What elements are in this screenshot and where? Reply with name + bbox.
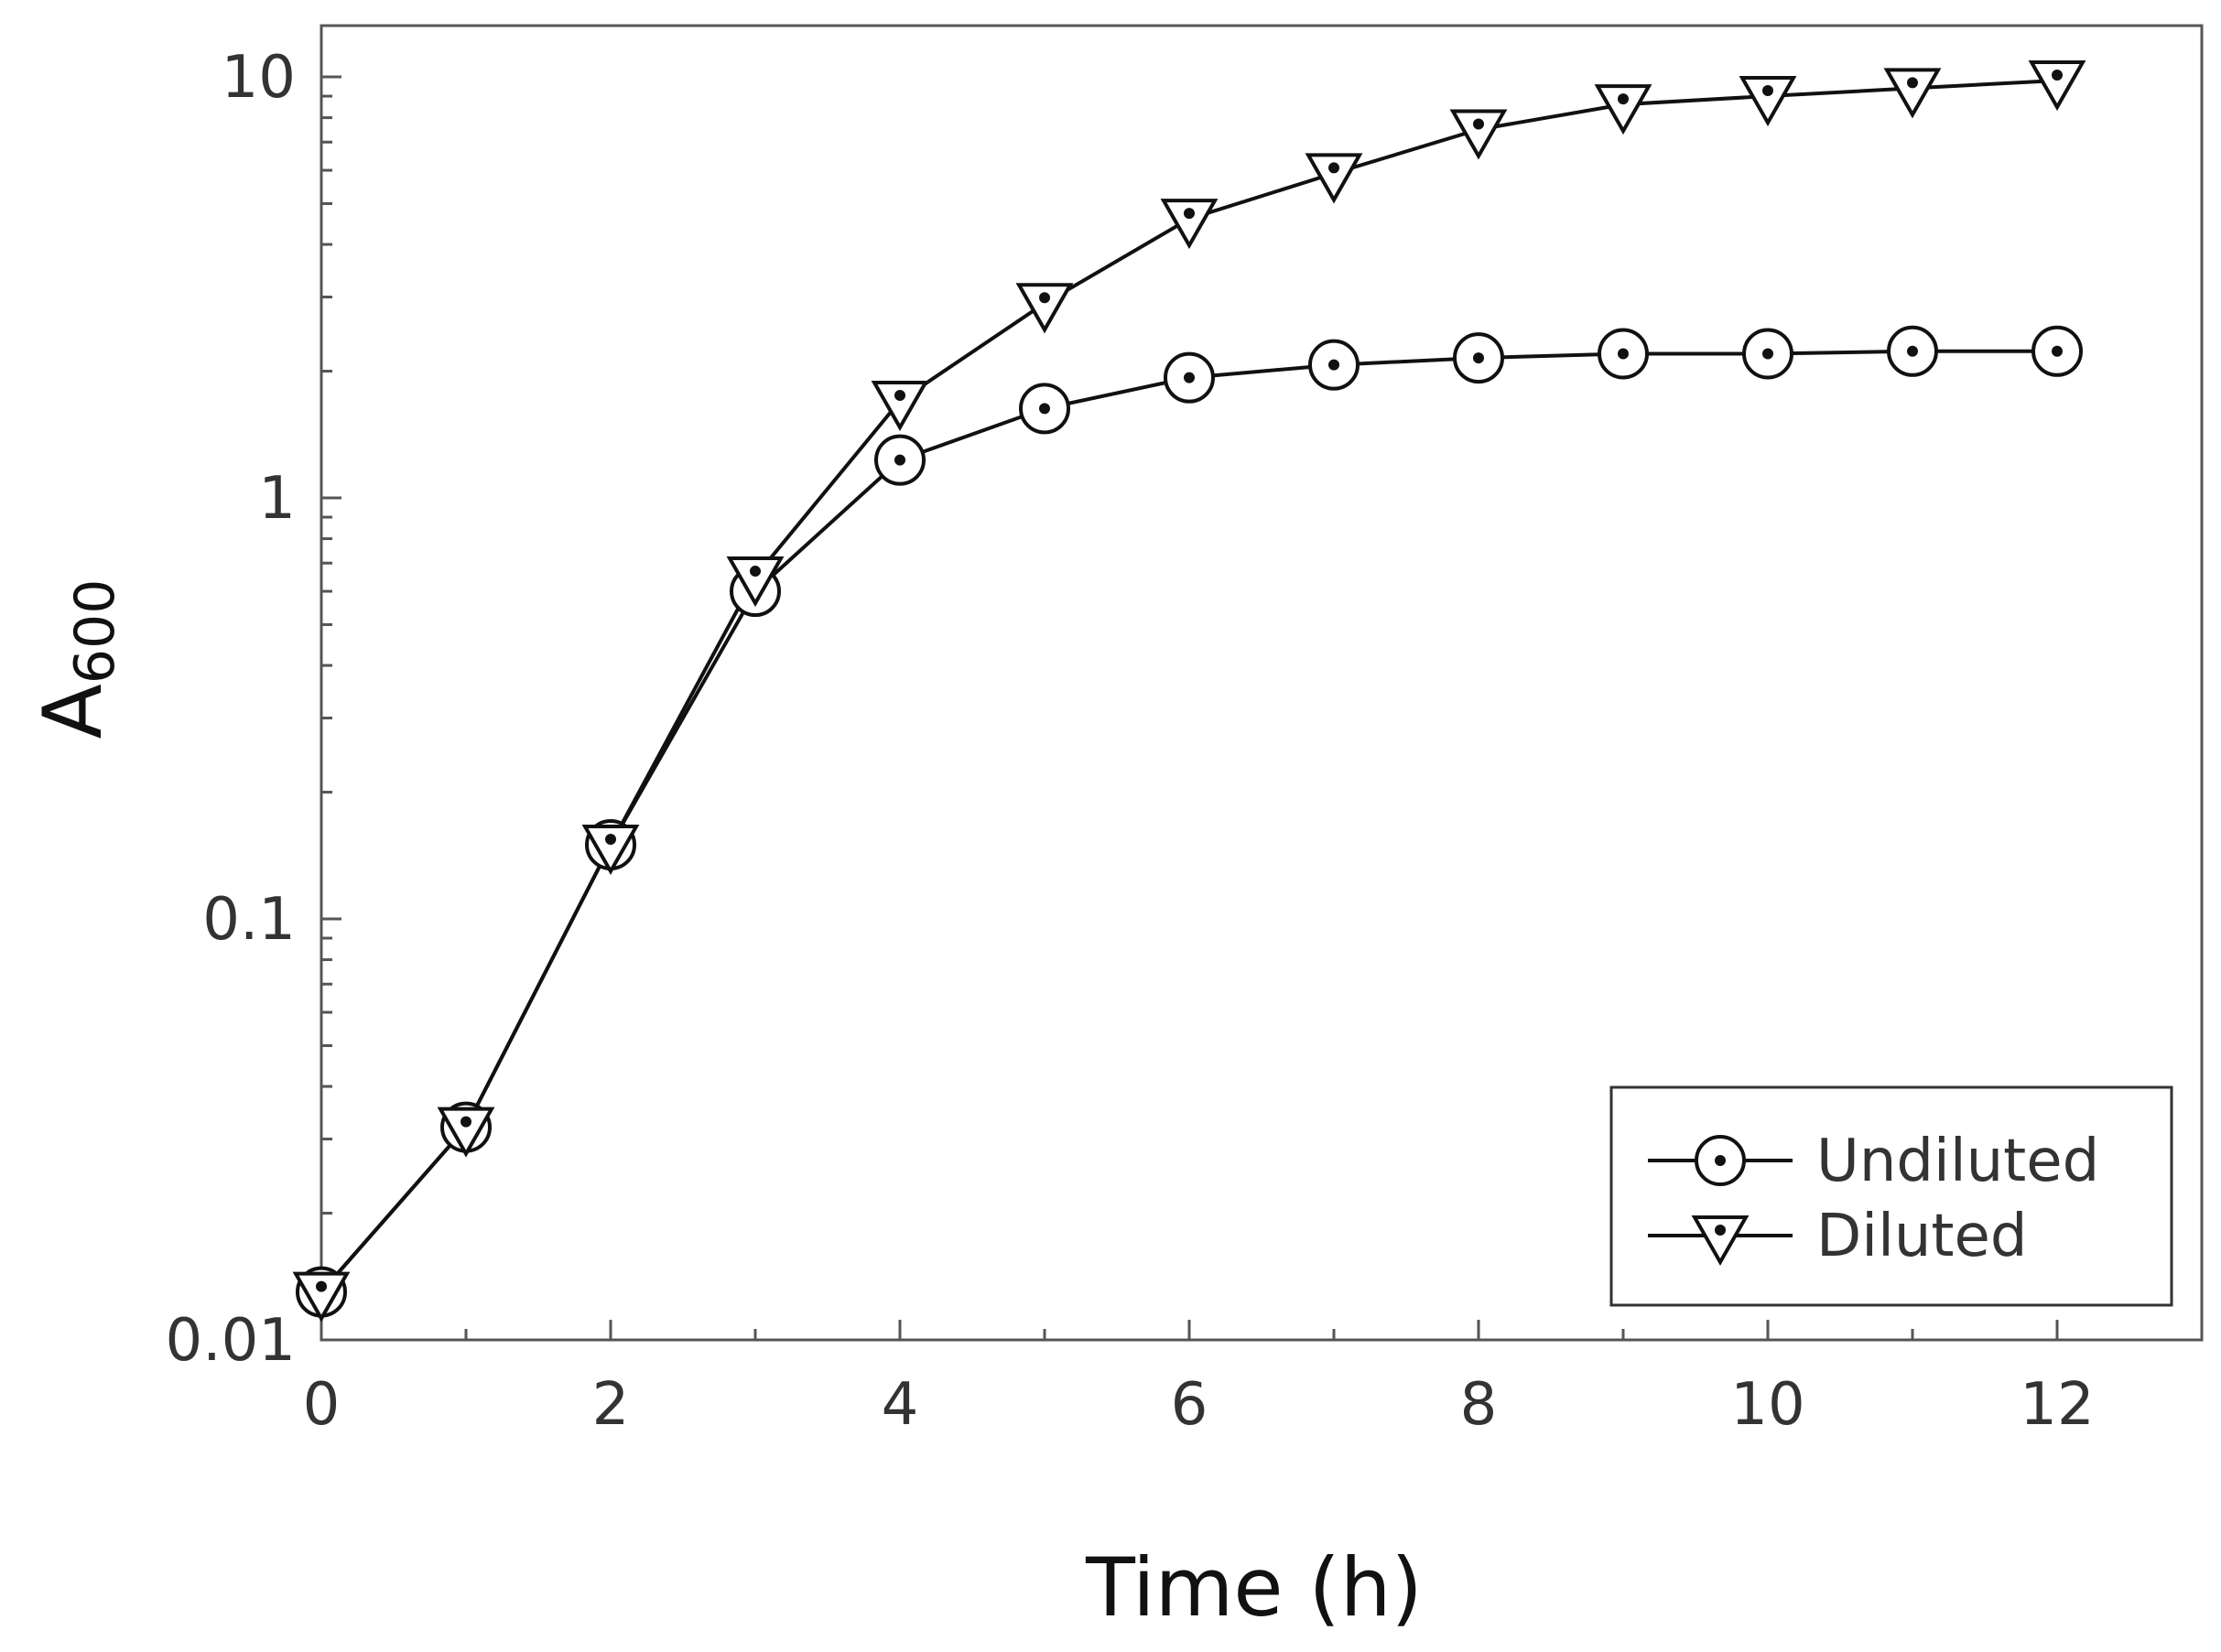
legend-label-diluted: Diluted bbox=[1816, 1203, 2028, 1270]
data-point-dot-diluted bbox=[1039, 292, 1050, 304]
x-axis: 0 2 4 6 8 10 12 bbox=[303, 1320, 2204, 1439]
svg-text:A600: A600 bbox=[26, 579, 127, 740]
legend-marker-diluted bbox=[1691, 1215, 1750, 1267]
data-point-dot-diluted bbox=[1762, 85, 1773, 97]
data-point-diluted bbox=[437, 1107, 495, 1158]
data-point-diluted bbox=[1015, 283, 1074, 334]
data-point-dot-diluted bbox=[1328, 162, 1339, 174]
legend-marker-dot-undiluted bbox=[1715, 1155, 1726, 1166]
y-tick-label: 1 bbox=[258, 465, 296, 533]
data-point-dot-undiluted bbox=[894, 454, 905, 466]
y-tick-label: 0.01 bbox=[166, 1307, 297, 1375]
series-layer bbox=[292, 60, 2086, 1323]
data-point-dot-diluted bbox=[1473, 118, 1484, 130]
data-point-dot-diluted bbox=[1907, 77, 1918, 89]
data-point-diluted bbox=[2028, 60, 2086, 112]
legend-label-undiluted: Undiluted bbox=[1816, 1128, 2099, 1195]
y-axis-title-subscript: 600 bbox=[63, 579, 127, 685]
x-tick-label: 8 bbox=[1460, 1371, 1498, 1439]
legend: Undiluted Diluted bbox=[1609, 1085, 2173, 1307]
data-point-diluted bbox=[1594, 84, 1652, 135]
data-point-dot-diluted bbox=[894, 389, 905, 401]
y-axis-title: A600 bbox=[26, 579, 127, 740]
x-tick-label: 6 bbox=[1171, 1371, 1208, 1439]
data-point-dot-diluted bbox=[1184, 208, 1195, 220]
data-point-dot-undiluted bbox=[1328, 359, 1339, 371]
data-point-dot-diluted bbox=[2052, 70, 2063, 81]
y-tick-label: 0.1 bbox=[202, 886, 296, 954]
data-point-dot-diluted bbox=[460, 1116, 471, 1128]
data-point-dot-undiluted bbox=[2052, 345, 2063, 357]
data-point-diluted bbox=[1305, 153, 1363, 204]
data-point-dot-diluted bbox=[316, 1280, 327, 1292]
data-point-diluted bbox=[726, 556, 785, 608]
data-point-dot-undiluted bbox=[1907, 345, 1918, 357]
x-axis-title: Time (h) bbox=[1085, 1540, 1423, 1635]
legend-box bbox=[1609, 1085, 2173, 1307]
data-point-diluted bbox=[1739, 76, 1797, 127]
data-point-dot-undiluted bbox=[1618, 348, 1629, 360]
data-point-dot-diluted bbox=[1618, 93, 1629, 105]
data-point-dot-undiluted bbox=[1184, 372, 1195, 383]
data-point-dot-undiluted bbox=[1039, 403, 1050, 415]
x-tick-label: 12 bbox=[2020, 1371, 2094, 1439]
data-point-diluted bbox=[1449, 109, 1508, 160]
plot-frame bbox=[320, 24, 2204, 1342]
data-point-diluted bbox=[871, 380, 929, 432]
x-tick-label: 0 bbox=[303, 1371, 341, 1439]
y-axis: 0.01 0.1 1 10 bbox=[166, 44, 341, 1375]
data-point-dot-undiluted bbox=[1473, 352, 1484, 364]
legend-marker-dot-diluted bbox=[1715, 1225, 1726, 1236]
data-point-dot-undiluted bbox=[1762, 348, 1773, 360]
data-point-dot-diluted bbox=[605, 833, 616, 845]
data-point-diluted bbox=[1883, 68, 1942, 119]
y-axis-title-main: A bbox=[26, 684, 120, 739]
data-point-diluted bbox=[292, 1271, 351, 1323]
data-point-diluted bbox=[1160, 199, 1219, 250]
data-point-dot-diluted bbox=[750, 566, 761, 578]
data-point-diluted bbox=[581, 824, 640, 876]
x-tick-label: 4 bbox=[882, 1371, 919, 1439]
y-tick-label: 10 bbox=[222, 44, 296, 112]
x-tick-label: 10 bbox=[1730, 1371, 1804, 1439]
x-tick-label: 2 bbox=[592, 1371, 630, 1439]
